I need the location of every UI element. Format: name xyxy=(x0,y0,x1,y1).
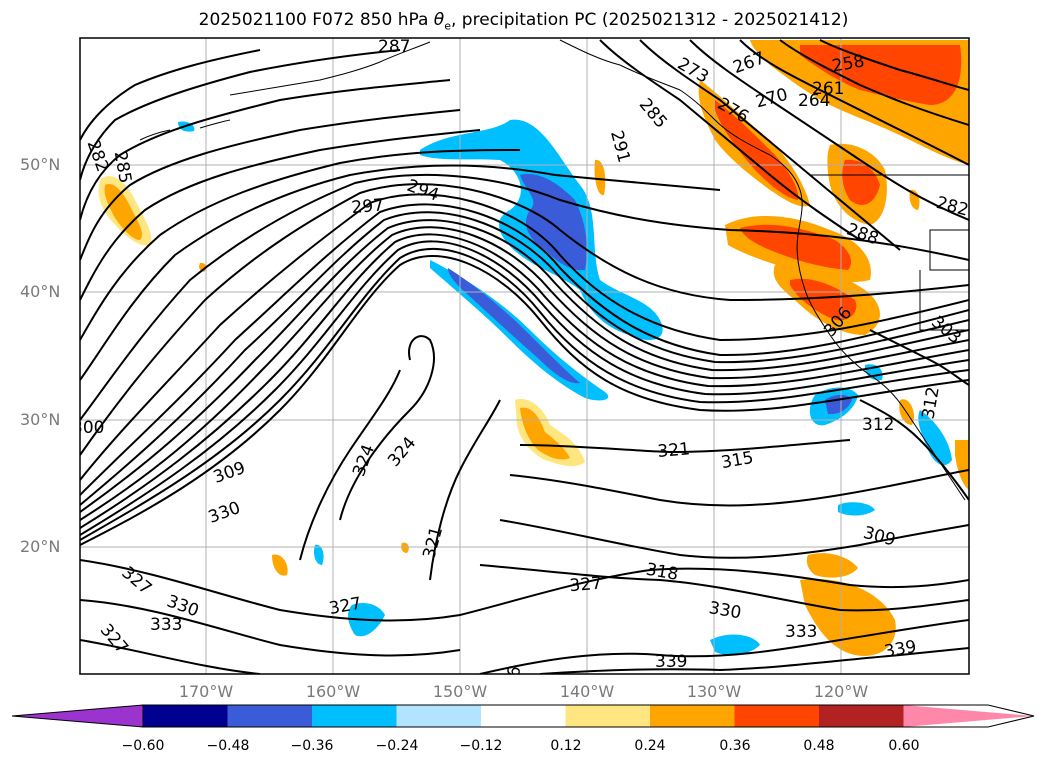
lon-label-130w: 130°W xyxy=(686,682,742,701)
contour-label: 261 xyxy=(812,79,844,99)
colorbar-tick: 0.48 xyxy=(803,738,835,754)
lon-label-140w: 140°W xyxy=(559,682,615,701)
colorbar-tick: 0.24 xyxy=(634,738,666,754)
lon-label-170w: 170°W xyxy=(178,682,234,701)
contour-label: 287 xyxy=(378,37,410,57)
contour-label: 333 xyxy=(785,622,817,642)
map-title: 2025021100 F072 850 hPa θe, precipitatio… xyxy=(0,10,1047,32)
colorbar-tick: 0.12 xyxy=(550,738,582,754)
colorbar-tick: −0.24 xyxy=(375,738,419,754)
precip-negative-shading xyxy=(178,119,952,656)
colorbar-segment xyxy=(481,705,566,727)
lat-label-40n: 40°N xyxy=(20,282,61,301)
contour-label: 339 xyxy=(655,652,687,672)
contour-label: 333 xyxy=(150,615,182,635)
colorbar-segment xyxy=(734,705,820,727)
coastlines xyxy=(139,39,969,501)
colorbar-tick: −0.48 xyxy=(206,738,250,754)
colorbar-outline xyxy=(11,704,1035,728)
lon-label-120w: 120°W xyxy=(813,682,869,701)
lat-label-50n: 50°N xyxy=(20,155,61,174)
colorbar-tick: −0.36 xyxy=(290,738,334,754)
colorbar-segment xyxy=(819,705,904,727)
colorbar-tick: −0.12 xyxy=(459,738,503,754)
precip-positive-shading xyxy=(98,40,969,656)
lon-label-150w: 150°W xyxy=(432,682,488,701)
colorbar-segment xyxy=(396,705,482,727)
contour-label: 327 xyxy=(569,574,603,597)
map-frame xyxy=(79,37,970,675)
contour-label: 312 xyxy=(862,415,894,435)
colorbar-segment xyxy=(312,705,397,727)
contour-label: 321 xyxy=(657,439,691,462)
title-run: 2025021100 F072 850 hPa xyxy=(198,10,434,30)
colorbar-extend-low xyxy=(12,705,143,727)
colorbar-tick: 0.36 xyxy=(719,738,751,754)
colorbar-segment xyxy=(650,705,735,727)
title-theta: θ xyxy=(433,10,445,30)
lat-label-20n: 20°N xyxy=(20,537,61,556)
contour-label: 264 xyxy=(798,91,830,111)
colorbar-segment xyxy=(227,705,313,727)
title-rest: , precipitation PC (2025021312 - 2025021… xyxy=(450,10,849,30)
theta-e-contours xyxy=(80,39,969,674)
contour-label: 297 xyxy=(351,195,385,218)
colorbar-segment xyxy=(143,705,228,727)
contour-label: 6 xyxy=(504,665,526,679)
lat-label-30n: 30°N xyxy=(20,410,61,429)
contour-label: 300 xyxy=(72,418,104,438)
colorbar-tick: −0.60 xyxy=(121,738,165,754)
colorbar-segments xyxy=(12,705,1034,727)
colorbar-extend-high xyxy=(903,705,1034,727)
title-theta-sub: e xyxy=(444,19,451,33)
lon-label-160w: 160°W xyxy=(305,682,361,701)
colorbar-segment xyxy=(565,705,651,727)
colorbar-tick: 0.60 xyxy=(888,738,920,754)
